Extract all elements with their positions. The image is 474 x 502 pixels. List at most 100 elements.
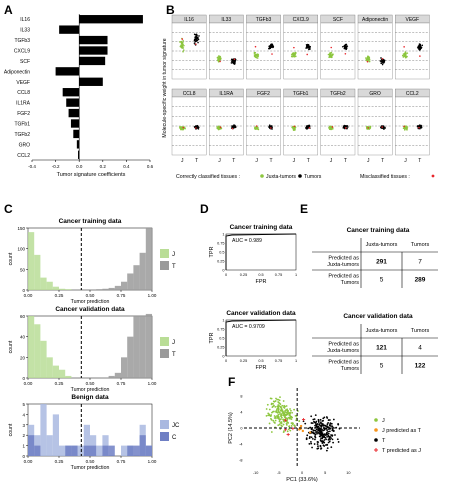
- juxta-point: [273, 404, 275, 407]
- tumor-point: [327, 432, 330, 435]
- juxta-point: [278, 420, 281, 423]
- y-tick-label: 60: [20, 314, 26, 319]
- strip-label: CXCL9: [293, 17, 309, 23]
- tumor-point: [310, 436, 313, 439]
- hist-bar: [96, 445, 103, 456]
- tumor-point: [317, 425, 320, 428]
- tumor-point: [337, 441, 340, 443]
- tick-label: GRO: [19, 142, 31, 148]
- juxta-point: [285, 422, 288, 425]
- t-predicted-j-point: [301, 417, 306, 422]
- juxta-point: [298, 420, 301, 422]
- x-tick-label: 0.50: [86, 293, 95, 298]
- juxta-point: [285, 405, 288, 407]
- juxta-point: [265, 408, 268, 410]
- t-predicted-j-point: [286, 432, 290, 437]
- tumor-point: [317, 445, 319, 448]
- legend-swatch-J: [160, 337, 169, 346]
- x-tick-label: 5: [324, 471, 326, 475]
- table-cell: 5: [380, 277, 384, 284]
- tumor-point: [319, 444, 322, 447]
- tumor-point: [325, 449, 328, 452]
- hist-bar: [28, 316, 35, 378]
- hist-bar: [108, 287, 115, 290]
- tumor-point: [330, 422, 333, 425]
- tumor-point: [269, 125, 271, 128]
- x-tick-label: 0.25: [55, 459, 64, 464]
- misclassified-point: [381, 126, 383, 128]
- tumor-point: [380, 57, 382, 59]
- tumor-point: [421, 44, 424, 47]
- tumor-point: [327, 438, 330, 441]
- juxta-point: [369, 125, 372, 128]
- tumor-point: [382, 126, 385, 129]
- misclassified-point: [255, 125, 258, 127]
- hist-bar: [71, 445, 78, 456]
- y-tick-label: 50: [20, 267, 26, 272]
- tumor-point: [195, 38, 197, 41]
- x-tick-label: 1: [295, 359, 297, 363]
- juxta-point: [183, 126, 186, 128]
- hist-bar: [40, 404, 47, 456]
- tumor-point: [419, 45, 422, 47]
- tick-label: IL16: [20, 17, 30, 23]
- bar: [62, 88, 80, 97]
- x-tick-label: 0: [301, 471, 303, 475]
- y-tick-label: 0.25: [217, 260, 224, 264]
- misclassified-point: [254, 45, 257, 48]
- legend-tumor-label: Tumors: [304, 174, 322, 180]
- tumor-point: [345, 43, 348, 46]
- juxta-point: [274, 417, 277, 419]
- hist-bar: [114, 285, 121, 290]
- tumor-point: [317, 447, 320, 450]
- x-tick-label: -5: [277, 471, 280, 475]
- y-tick-label: 20: [20, 355, 26, 360]
- y-tick-label: 0.5: [219, 251, 224, 255]
- x-tick-label: 0.25: [240, 359, 247, 363]
- y-tick-label: 1: [222, 319, 224, 323]
- x-tick-label: 0: [225, 359, 227, 363]
- juxta-point: [287, 412, 290, 415]
- x-tick-label: 0.50: [86, 459, 95, 464]
- juxta-point: [179, 41, 181, 43]
- tumor-point: [270, 46, 273, 49]
- hist-bar: [40, 277, 47, 290]
- tumor-point: [326, 435, 328, 438]
- tumor-point: [336, 438, 339, 441]
- juxta-point: [287, 428, 290, 431]
- tick-label: IL33: [20, 28, 30, 34]
- panel-label-b: B: [166, 3, 175, 17]
- tumor-point: [230, 62, 233, 64]
- tumor-point: [313, 443, 316, 445]
- juxta-point: [219, 55, 222, 58]
- tumor-point: [310, 440, 312, 443]
- y-tick-label: 150: [17, 226, 25, 231]
- strip-label: FGF2: [257, 91, 270, 97]
- hist-bar: [46, 281, 53, 290]
- misclassified-point: [219, 126, 222, 129]
- hist-bar: [121, 445, 128, 456]
- y-tick-label: 100: [17, 247, 25, 252]
- juxta-point: [270, 414, 273, 416]
- misclassified-point: [418, 126, 420, 129]
- hist-bar: [121, 357, 128, 378]
- juxta-point: [287, 422, 290, 424]
- tumor-point: [320, 422, 323, 425]
- x-tick-label: 1.00: [148, 381, 157, 386]
- tumor-point: [193, 33, 196, 36]
- auc-label: AUC = 0.9709: [232, 324, 265, 330]
- juxta-point: [288, 416, 291, 419]
- hist-bar: [96, 289, 103, 290]
- juxta-point: [291, 52, 294, 55]
- y-axis-label: count: [8, 252, 14, 265]
- juxta-point: [276, 411, 279, 414]
- x-tick-label: 0.00: [24, 459, 33, 464]
- juxta-point: [253, 55, 256, 57]
- y-axis-label: TPR: [209, 332, 215, 343]
- legend-juxta-label: Juxta-tumors: [266, 174, 296, 180]
- j-predicted-t-point: [308, 431, 312, 434]
- juxta-point: [270, 403, 273, 406]
- tumor-point: [322, 417, 325, 420]
- juxta-point: [291, 422, 294, 424]
- misclassified-point: [231, 127, 234, 130]
